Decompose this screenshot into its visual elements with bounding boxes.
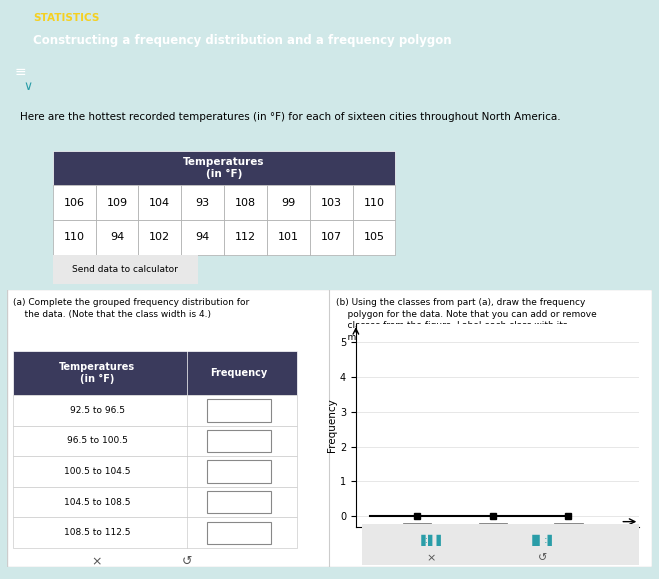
Text: 103: 103 xyxy=(321,197,341,208)
FancyBboxPatch shape xyxy=(96,220,138,255)
FancyBboxPatch shape xyxy=(267,220,310,255)
FancyBboxPatch shape xyxy=(353,220,395,255)
Text: 112: 112 xyxy=(235,232,256,243)
Text: 108: 108 xyxy=(235,197,256,208)
FancyBboxPatch shape xyxy=(207,460,272,483)
Text: ↺: ↺ xyxy=(182,555,192,569)
FancyBboxPatch shape xyxy=(181,220,224,255)
FancyBboxPatch shape xyxy=(224,185,267,220)
Text: ▐:▌▌: ▐:▌▌ xyxy=(417,534,446,546)
FancyBboxPatch shape xyxy=(181,185,224,220)
Text: Frequency: Frequency xyxy=(210,368,268,378)
FancyBboxPatch shape xyxy=(207,400,272,422)
Text: 105: 105 xyxy=(364,232,384,243)
Text: 104.5 to 108.5: 104.5 to 108.5 xyxy=(64,497,130,507)
Text: STATISTICS: STATISTICS xyxy=(33,13,100,23)
FancyBboxPatch shape xyxy=(13,426,297,456)
FancyBboxPatch shape xyxy=(13,395,297,426)
Text: (a) Complete the grouped frequency distribution for
    the data. (Note that the: (a) Complete the grouped frequency distr… xyxy=(13,298,249,318)
FancyBboxPatch shape xyxy=(13,351,297,395)
FancyBboxPatch shape xyxy=(349,522,653,566)
Text: Constructing a frequency distribution and a frequency polygon: Constructing a frequency distribution an… xyxy=(33,34,451,47)
Text: 94: 94 xyxy=(196,232,210,243)
FancyBboxPatch shape xyxy=(53,220,96,255)
FancyBboxPatch shape xyxy=(310,185,353,220)
FancyBboxPatch shape xyxy=(207,522,272,544)
Text: 108.5 to 112.5: 108.5 to 112.5 xyxy=(64,528,130,537)
FancyBboxPatch shape xyxy=(13,518,297,548)
FancyBboxPatch shape xyxy=(207,430,272,452)
FancyBboxPatch shape xyxy=(224,220,267,255)
Text: ×: × xyxy=(92,555,102,569)
Text: 93: 93 xyxy=(196,197,210,208)
Text: ▐▌:▌: ▐▌:▌ xyxy=(528,534,557,546)
Y-axis label: Frequency: Frequency xyxy=(327,399,337,452)
Text: 109: 109 xyxy=(106,197,128,208)
FancyBboxPatch shape xyxy=(13,487,297,518)
Text: Temperatures
(in °F): Temperatures (in °F) xyxy=(183,157,265,179)
FancyBboxPatch shape xyxy=(7,290,652,567)
Text: 92.5 to 96.5: 92.5 to 96.5 xyxy=(69,406,125,415)
Text: 101: 101 xyxy=(278,232,299,243)
Text: 96.5 to 100.5: 96.5 to 100.5 xyxy=(67,437,127,445)
Text: 102: 102 xyxy=(149,232,171,243)
Text: 110: 110 xyxy=(364,197,384,208)
FancyBboxPatch shape xyxy=(96,185,138,220)
Bar xyxy=(403,523,432,539)
FancyBboxPatch shape xyxy=(53,185,96,220)
Text: ≡: ≡ xyxy=(14,65,26,79)
Text: ×: × xyxy=(427,554,436,563)
X-axis label: Temperatures (in °F): Temperatures (in °F) xyxy=(444,530,551,540)
FancyBboxPatch shape xyxy=(53,151,395,185)
Text: Here are the hottest recorded temperatures (in °F) for each of sixteen cities th: Here are the hottest recorded temperatur… xyxy=(20,112,560,122)
Text: ∨: ∨ xyxy=(24,80,33,93)
FancyBboxPatch shape xyxy=(267,185,310,220)
Text: ↺: ↺ xyxy=(538,554,547,563)
Text: 110: 110 xyxy=(64,232,84,243)
Text: 100.5 to 104.5: 100.5 to 104.5 xyxy=(64,467,130,476)
FancyBboxPatch shape xyxy=(138,185,181,220)
Text: 106: 106 xyxy=(64,197,84,208)
Bar xyxy=(554,523,583,539)
Text: (b) Using the classes from part (a), draw the frequency
    polygon for the data: (b) Using the classes from part (a), dra… xyxy=(336,298,596,342)
FancyBboxPatch shape xyxy=(138,220,181,255)
FancyBboxPatch shape xyxy=(207,491,272,513)
Text: Send data to calculator: Send data to calculator xyxy=(72,265,178,274)
Text: 107: 107 xyxy=(320,232,342,243)
Text: 104: 104 xyxy=(149,197,171,208)
Text: 99: 99 xyxy=(281,197,295,208)
FancyBboxPatch shape xyxy=(310,220,353,255)
Text: Temperatures
(in °F): Temperatures (in °F) xyxy=(59,362,135,384)
FancyBboxPatch shape xyxy=(353,185,395,220)
Text: 94: 94 xyxy=(110,232,124,243)
FancyBboxPatch shape xyxy=(45,254,205,285)
Bar xyxy=(478,523,507,539)
FancyBboxPatch shape xyxy=(13,456,297,487)
